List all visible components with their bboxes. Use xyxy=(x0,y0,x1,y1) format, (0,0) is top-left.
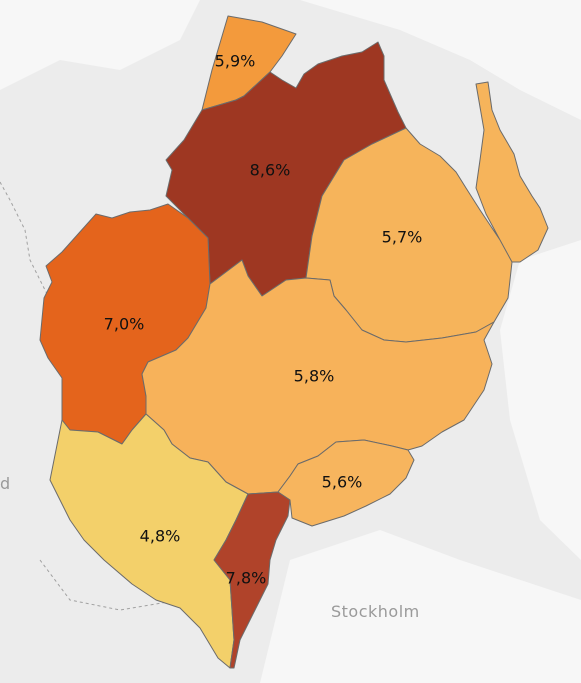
region-label-north-center: 8,6% xyxy=(250,161,291,180)
regions xyxy=(39,15,549,669)
place-label-stockholm: Stockholm xyxy=(331,602,420,621)
region-labels: 5,9% 8,6% 5,7% 7,0% 5,8% 5,6% 4,8% 7,8% xyxy=(104,52,423,588)
basemap-border-line-south xyxy=(39,559,181,611)
region-label-south-east-small: 5,6% xyxy=(322,473,363,492)
basemap-water-northeast xyxy=(300,0,581,120)
region-label-center: 5,8% xyxy=(294,367,335,386)
region-label-west: 7,0% xyxy=(104,315,145,334)
region-label-north-strip: 5,9% xyxy=(215,52,256,71)
basemap-water-northwest xyxy=(0,0,200,90)
basemap-border-line xyxy=(0,181,51,301)
basemap-water-southeast xyxy=(260,530,581,683)
region-label-south-strip: 7,8% xyxy=(226,569,267,588)
region-south-strip[interactable] xyxy=(213,491,291,669)
region-label-north-east: 5,7% xyxy=(382,228,423,247)
place-label-edge: d xyxy=(0,474,11,493)
basemap-water-east xyxy=(500,240,581,560)
region-label-south-west: 4,8% xyxy=(140,527,181,546)
